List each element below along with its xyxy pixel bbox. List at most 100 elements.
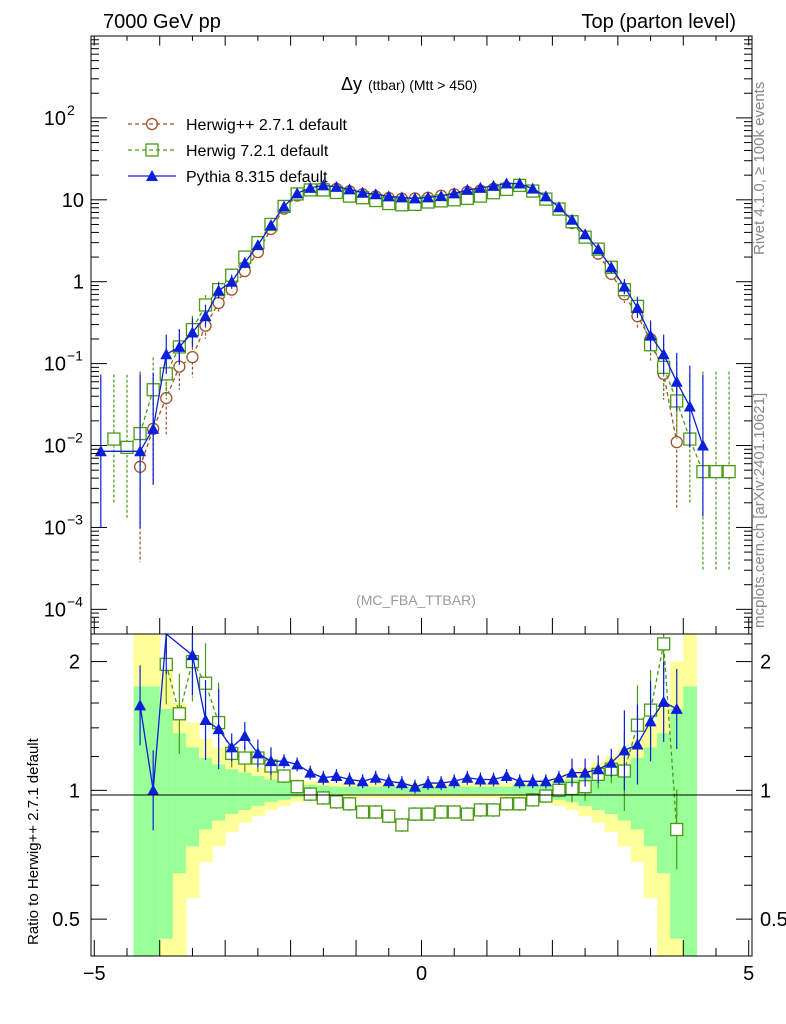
data-point-triangle (435, 190, 448, 202)
data-point-triangle (382, 775, 395, 787)
y-tick-exponent: 2 (67, 102, 75, 118)
band-green (251, 776, 265, 806)
y-tick-exponent: −2 (67, 430, 83, 446)
legend-marker-square (145, 143, 159, 157)
band-green (434, 786, 449, 795)
y-tick-label: 10 (44, 108, 66, 130)
data-point-triangle (566, 213, 579, 225)
band-green (513, 785, 527, 796)
data-point-square (290, 780, 304, 794)
data-point-triangle (147, 422, 160, 434)
band-green (238, 772, 252, 810)
band-green (159, 708, 174, 939)
y-tick-label: 10 (44, 599, 66, 621)
data-point-triangle (199, 714, 212, 726)
data-point-square (107, 432, 121, 446)
data-point-triangle (605, 261, 618, 273)
analysis-watermark: (MC_FBA_TTBAR) (356, 592, 476, 608)
y-tick-label: 10 (44, 436, 66, 458)
ratio-tick-label-right: 2 (760, 652, 771, 674)
band-green (657, 733, 671, 874)
data-point-triangle (670, 375, 683, 387)
plot-title-sub: (ttbar) (Mtt > 450) (368, 77, 477, 93)
band-green (329, 786, 344, 795)
data-point-triangle (487, 773, 500, 785)
ratio-series-square (159, 634, 684, 870)
x-tick-label: −5 (83, 963, 106, 985)
series-circle (133, 179, 683, 563)
data-point-square (395, 818, 409, 832)
y-tick-exponent: −1 (67, 348, 83, 364)
data-point-triangle (291, 758, 304, 770)
data-point-triangle (134, 445, 147, 457)
data-point-triangle (304, 766, 317, 778)
data-point-triangle (526, 182, 539, 194)
band-green (486, 786, 501, 795)
data-point-triangle (631, 301, 644, 313)
data-point-square (342, 797, 357, 811)
data-point-triangle (644, 715, 657, 727)
data-point-triangle (356, 186, 369, 198)
data-point-square (670, 822, 684, 837)
data-point-triangle (343, 773, 356, 785)
y-tick-label: 10 (44, 354, 66, 376)
data-point-triangle (513, 775, 526, 787)
data-point-circle (670, 435, 683, 449)
data-point-triangle (670, 702, 683, 714)
data-point-square (499, 797, 514, 811)
data-point-triangle (526, 775, 539, 787)
data-point-square (421, 807, 435, 821)
data-point-triangle (369, 771, 382, 783)
data-point-triangle (513, 177, 526, 189)
band-green (172, 733, 187, 874)
data-point-triangle (199, 310, 212, 322)
data-point-triangle (330, 770, 343, 782)
data-point-triangle (251, 747, 264, 759)
data-point-square (303, 787, 317, 801)
data-point-triangle (552, 771, 565, 783)
data-point-triangle (435, 777, 448, 789)
band-green (185, 747, 200, 847)
series-triangle (94, 177, 709, 529)
data-point-triangle (225, 741, 238, 753)
data-point-triangle (422, 191, 435, 203)
data-point-triangle (408, 780, 421, 792)
data-point-triangle (461, 183, 474, 195)
ratio-tick-label-left: 0.5 (52, 909, 80, 931)
data-point-triangle (605, 756, 618, 768)
data-point-triangle (212, 723, 225, 735)
data-point-triangle (186, 326, 199, 338)
series-line (139, 184, 678, 468)
data-point-triangle (631, 738, 644, 750)
data-point-triangle (618, 280, 631, 292)
data-point-triangle (264, 219, 277, 231)
y-tick-exponent: −3 (67, 511, 83, 527)
band-green (630, 758, 645, 830)
band-green (356, 786, 370, 795)
data-point-triangle (552, 201, 565, 213)
data-point-triangle (461, 771, 474, 783)
band-green (421, 786, 436, 795)
band-green (460, 786, 475, 795)
ratio-tick-label-left: 1 (69, 780, 80, 802)
data-point-triangle (330, 180, 343, 192)
data-point-triangle (317, 179, 330, 191)
data-point-square (369, 805, 383, 819)
data-point-square (486, 803, 501, 817)
data-point-triangle (448, 187, 461, 199)
ratio-tick-label-right: 0.5 (760, 909, 786, 931)
legend-entry-herwigpp: Herwig++ 2.7.1 default (128, 117, 348, 134)
legend-label-pythia: Pythia 8.315 default (186, 169, 328, 186)
data-point-triangle (278, 755, 291, 767)
band-green (316, 785, 331, 796)
data-point-triangle (592, 763, 605, 775)
data-point-triangle (173, 340, 186, 352)
data-point-triangle (278, 200, 291, 212)
data-point-square (513, 797, 527, 811)
data-point-triangle (395, 777, 408, 789)
y-tick-exponent: −4 (67, 593, 83, 609)
data-point-triangle (251, 239, 264, 251)
ratio-axis-label: Ratio to Herwig++ 2.7.1 default (25, 737, 42, 945)
legend-label-herwigpp: Herwig++ 2.7.1 default (186, 117, 348, 134)
